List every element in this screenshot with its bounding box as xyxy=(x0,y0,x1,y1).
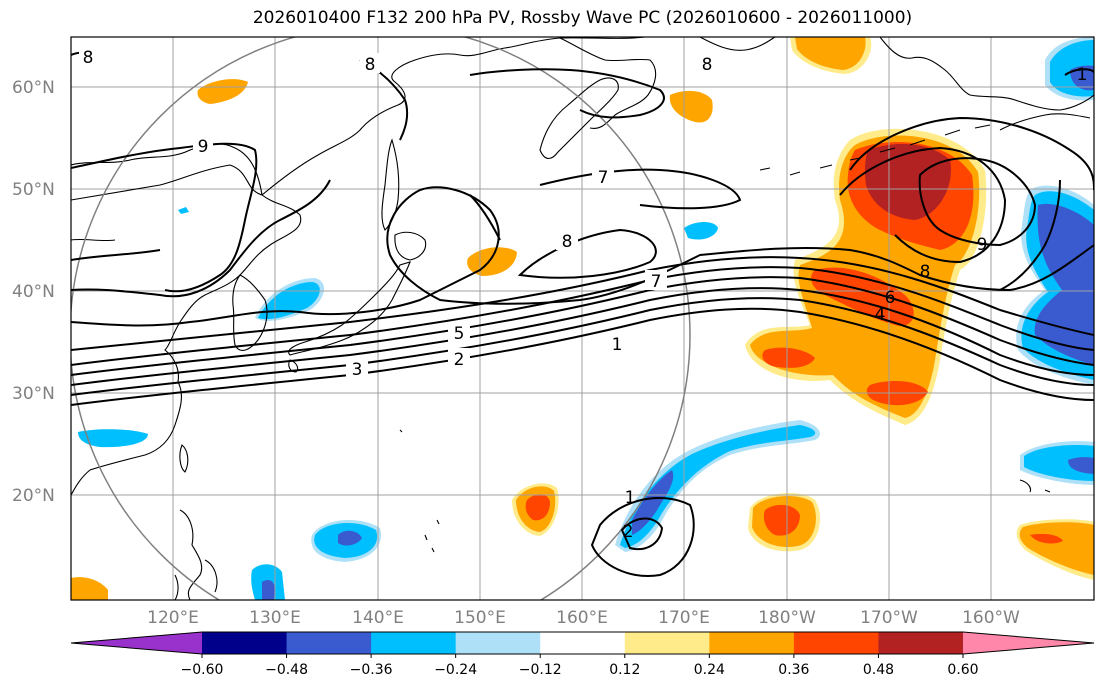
lat-label-40: 40°N xyxy=(12,282,55,302)
lon-label-170w: 170°W xyxy=(860,608,918,628)
colorbar-tick-label: 0.24 xyxy=(694,662,725,678)
plot-frame xyxy=(70,36,1095,601)
colorbar-tick-label: −0.24 xyxy=(434,662,477,678)
colorbar-tick-label: −0.12 xyxy=(519,662,562,678)
contour-label-1b: 1 xyxy=(625,488,636,508)
anomaly-shading xyxy=(71,37,1094,600)
contour-label-9b: 9 xyxy=(977,235,988,255)
colorbar-bin xyxy=(371,632,457,654)
lon-label-170e: 170°E xyxy=(658,608,710,628)
lon-label-130e: 130°E xyxy=(249,608,301,628)
lon-label-160e: 160°E xyxy=(556,608,608,628)
colorbar: −0.60 −0.48 −0.36 −0.24 −0.12 0.12 0.24 0.36 0.4… xyxy=(70,631,1095,678)
lon-label-180w: 180°W xyxy=(758,608,816,628)
graticule xyxy=(71,37,1094,600)
lat-label-30: 30°N xyxy=(12,384,55,404)
colorbar-tick-label: −0.48 xyxy=(265,662,308,678)
colorbar-tick-label: 0.48 xyxy=(863,662,894,678)
contour-label-4: 4 xyxy=(875,305,886,325)
contour-label-1: 1 xyxy=(612,335,623,355)
contour-label-9a: 9 xyxy=(198,137,209,157)
coastlines xyxy=(71,37,1094,600)
map-title: 2026010400 F132 200 hPa PV, Rossby Wave … xyxy=(252,8,913,28)
lon-label-160w: 160°W xyxy=(962,608,1020,628)
contour-label-8d: 8 xyxy=(702,55,713,75)
colorbar-bin xyxy=(624,632,710,654)
contour-label-8c: 8 xyxy=(365,55,376,75)
lon-label-120e: 120°E xyxy=(147,608,199,628)
colorbar-bin xyxy=(709,632,795,654)
contour-label-6: 6 xyxy=(885,288,896,308)
colorbar-bin xyxy=(793,632,879,654)
contour-labels: 1 2 3 5 4 6 7 7 8 8 8 8 8 9 9 1 2 xyxy=(79,46,1087,542)
colorbar-tick-label: 0.12 xyxy=(609,662,640,678)
contour-label-8e: 8 xyxy=(83,48,94,68)
colorbar-extend-low xyxy=(71,632,202,654)
contour-label-2: 2 xyxy=(454,350,465,370)
latitude-labels: 60°N 50°N 40°N 30°N 20°N xyxy=(12,78,55,506)
contour-label-7a: 7 xyxy=(651,272,662,292)
contour-label-8b: 8 xyxy=(920,262,931,282)
colorbar-tick-label: −0.36 xyxy=(350,662,393,678)
longitude-labels: 120°E 130°E 140°E 150°E 160°E 170°E 180°… xyxy=(147,608,1020,628)
colorbar-bin xyxy=(455,632,541,654)
lat-label-50: 50°N xyxy=(12,180,55,200)
lon-label-140e: 140°E xyxy=(352,608,404,628)
colorbar-tick-label: 0.60 xyxy=(947,662,978,678)
colorbar-extend-high xyxy=(963,632,1094,654)
colorbar-tick-label: −0.60 xyxy=(181,662,224,678)
contour-label-7b: 7 xyxy=(598,168,609,188)
pv-contours xyxy=(71,51,1094,577)
contour-label-1c: 1 xyxy=(1077,65,1088,85)
contour-label-8a: 8 xyxy=(562,232,573,252)
colorbar-bin xyxy=(540,632,626,654)
contour-label-5: 5 xyxy=(454,324,465,344)
contour-label-2b: 2 xyxy=(623,522,634,542)
lat-label-20: 20°N xyxy=(12,486,55,506)
colorbar-bin xyxy=(202,632,288,654)
colorbar-bin xyxy=(878,632,964,654)
great-circle-boundary xyxy=(71,37,691,600)
colorbar-tick-label: 0.36 xyxy=(778,662,809,678)
lon-label-150e: 150°E xyxy=(454,608,506,628)
contour-label-3: 3 xyxy=(352,360,363,380)
lat-label-60: 60°N xyxy=(12,78,55,98)
colorbar-bin xyxy=(286,632,372,654)
